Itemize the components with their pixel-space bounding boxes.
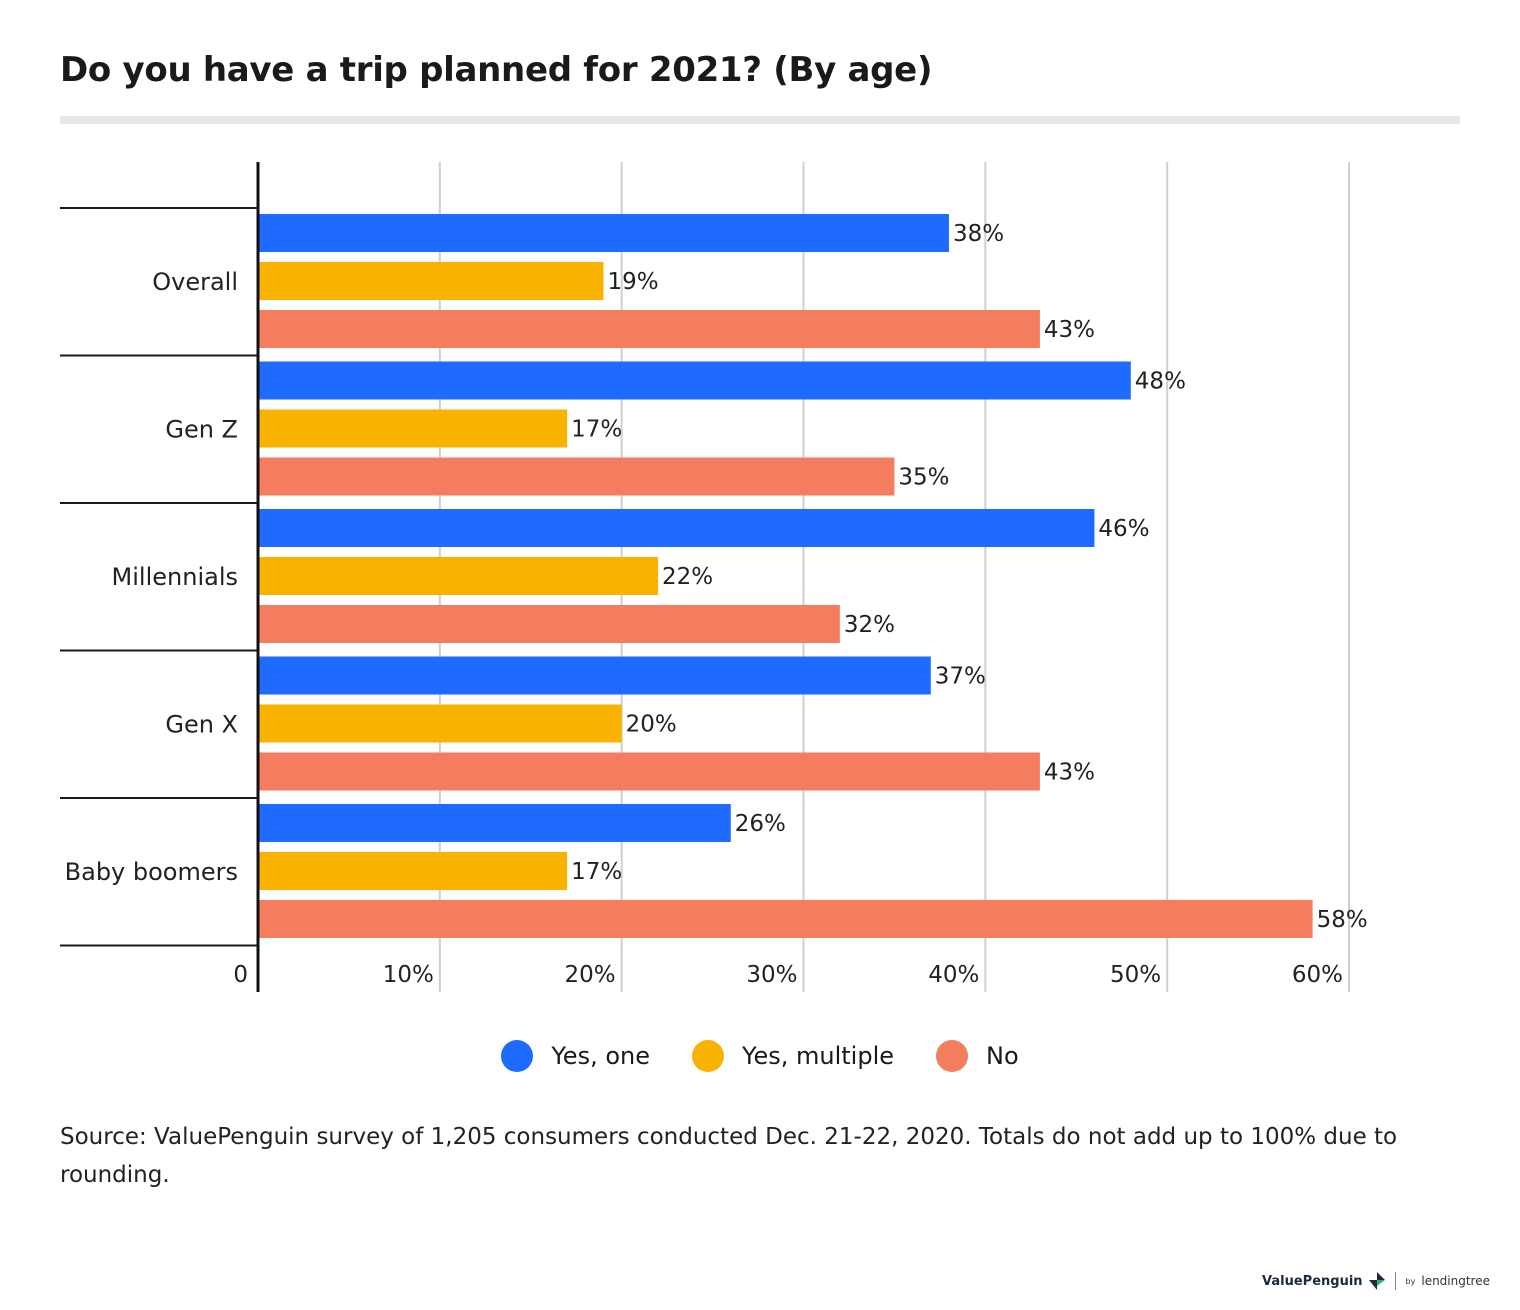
x-tick-label: 40%: [928, 962, 979, 988]
bar: [258, 557, 659, 595]
brand-separator: [1394, 1272, 1396, 1290]
data-label: 19%: [607, 269, 658, 295]
data-label: 43%: [1044, 317, 1095, 343]
x-tick-label: 0: [233, 962, 248, 988]
penguin-logo-icon: [1368, 1272, 1385, 1290]
x-tick-label: 20%: [565, 962, 616, 988]
data-label: 17%: [571, 859, 622, 885]
legend-swatch-no: [936, 1040, 969, 1072]
legend-item-yes-one: Yes, one: [501, 1040, 650, 1072]
data-label: 17%: [571, 417, 622, 443]
legend-label-yes-multiple: Yes, multiple: [742, 1042, 895, 1070]
bar: [258, 852, 568, 890]
chart-title: Do you have a trip planned for 2021? (By…: [60, 50, 933, 90]
legend-item-yes-multiple: Yes, multiple: [692, 1040, 894, 1072]
partner-prefix: by: [1405, 1276, 1416, 1286]
bar: [258, 804, 731, 842]
data-label: 32%: [844, 612, 895, 638]
bar: [258, 656, 931, 695]
bar: [258, 262, 604, 300]
legend-swatch-yes-multiple: [692, 1040, 724, 1072]
partner-name: lendingtree: [1421, 1274, 1490, 1288]
source-note: Source: ValuePenguin survey of 1,205 con…: [60, 1124, 1398, 1188]
data-label: 22%: [662, 564, 713, 590]
x-tick-label: 30%: [746, 962, 797, 988]
data-label: 26%: [735, 811, 786, 837]
legend-label-yes-one: Yes, one: [551, 1042, 650, 1070]
x-tick-label: 50%: [1110, 962, 1161, 988]
x-tick-label: 60%: [1292, 962, 1343, 988]
category-label: Overall: [152, 268, 238, 296]
legend-label-no: No: [986, 1042, 1019, 1070]
bar: [258, 214, 949, 252]
chart-legend: Yes, one Yes, multiple No: [0, 1040, 1520, 1072]
bar: [258, 752, 1040, 791]
data-label: 46%: [1098, 516, 1149, 542]
data-label: 37%: [935, 664, 986, 690]
bar: [258, 509, 1095, 547]
category-label: Baby boomers: [65, 858, 238, 886]
x-tick-label: 10%: [383, 962, 434, 988]
brand-name: ValuePenguin: [1262, 1273, 1363, 1289]
bar: [258, 900, 1313, 938]
data-label: 38%: [953, 221, 1004, 247]
bar: [258, 457, 895, 496]
data-label: 43%: [1044, 760, 1095, 786]
bar: [258, 409, 568, 448]
legend-swatch-yes-one: [501, 1040, 534, 1072]
bar: [258, 361, 1131, 400]
legend-item-no: No: [936, 1040, 1019, 1072]
category-label: Gen Z: [165, 415, 238, 443]
data-label: 35%: [898, 465, 949, 491]
bar: [258, 310, 1040, 348]
bar-chart: 0 10% 20% 30% 40% 50% 60% Overall 38% 19% 43% Gen Z…: [60, 162, 1368, 992]
category-label: Gen X: [165, 710, 238, 738]
data-label: 58%: [1317, 907, 1368, 933]
bar: [258, 605, 840, 643]
category-label: Millennials: [112, 563, 238, 591]
data-label: 48%: [1135, 369, 1186, 395]
bar: [258, 704, 622, 743]
title-divider: [60, 116, 1460, 124]
brand-logo: ValuePenguin by lendingtree: [1262, 1272, 1490, 1290]
data-label: 20%: [626, 712, 677, 738]
